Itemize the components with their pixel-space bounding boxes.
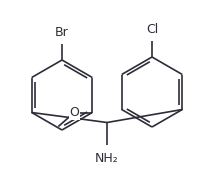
Text: O: O [69, 106, 79, 119]
Text: Br: Br [55, 26, 69, 39]
Text: Cl: Cl [146, 23, 158, 36]
Text: NH₂: NH₂ [95, 151, 119, 164]
